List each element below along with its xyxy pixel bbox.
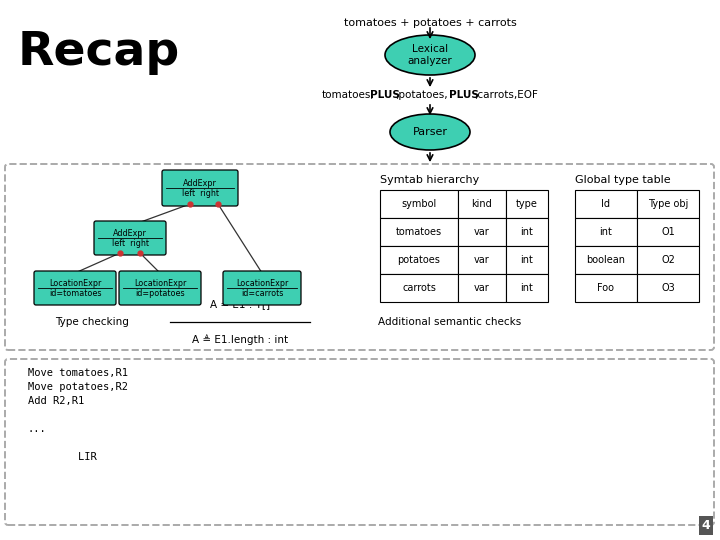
Bar xyxy=(458,246,506,274)
Text: id=tomatoes: id=tomatoes xyxy=(49,288,102,298)
FancyBboxPatch shape xyxy=(162,170,238,206)
Text: int: int xyxy=(521,255,534,265)
Bar xyxy=(458,190,506,218)
Bar xyxy=(380,218,458,246)
Bar xyxy=(506,246,548,274)
Text: carrots: carrots xyxy=(402,283,436,293)
Text: boolean: boolean xyxy=(587,255,626,265)
Text: tomatoes: tomatoes xyxy=(396,227,442,237)
Text: tomatoes + potatoes + carrots: tomatoes + potatoes + carrots xyxy=(343,18,516,28)
Text: kind: kind xyxy=(472,199,492,209)
Bar xyxy=(637,246,699,274)
Text: symbol: symbol xyxy=(401,199,436,209)
Bar xyxy=(637,274,699,302)
Text: LocationExpr: LocationExpr xyxy=(134,280,186,288)
Text: O1: O1 xyxy=(661,227,675,237)
Text: var: var xyxy=(474,255,490,265)
Bar xyxy=(506,274,548,302)
Text: LocationExpr: LocationExpr xyxy=(49,280,102,288)
Text: var: var xyxy=(474,227,490,237)
Text: A ≜ E1.length : int: A ≜ E1.length : int xyxy=(192,334,288,345)
Bar xyxy=(575,274,637,302)
FancyBboxPatch shape xyxy=(94,221,166,255)
Text: Type obj: Type obj xyxy=(648,199,688,209)
Bar xyxy=(575,218,637,246)
Text: PLUS: PLUS xyxy=(369,90,400,100)
Text: Parser: Parser xyxy=(413,127,448,137)
Bar xyxy=(458,274,506,302)
Text: ,carrots,EOF: ,carrots,EOF xyxy=(474,90,539,100)
Bar xyxy=(575,190,637,218)
FancyBboxPatch shape xyxy=(5,164,714,350)
Bar xyxy=(458,218,506,246)
Text: AddExpr: AddExpr xyxy=(113,230,147,239)
Text: type: type xyxy=(516,199,538,209)
Text: Global type table: Global type table xyxy=(575,175,670,185)
Text: 4: 4 xyxy=(701,519,710,532)
Text: AddExpr: AddExpr xyxy=(183,179,217,188)
Text: potatoes: potatoes xyxy=(397,255,441,265)
Ellipse shape xyxy=(385,35,475,75)
Bar xyxy=(380,190,458,218)
Bar xyxy=(380,246,458,274)
FancyBboxPatch shape xyxy=(119,271,201,305)
Text: left  right: left right xyxy=(112,239,148,247)
Text: id=carrots: id=carrots xyxy=(240,288,283,298)
FancyBboxPatch shape xyxy=(34,271,116,305)
Bar xyxy=(575,246,637,274)
Text: ,potatoes,: ,potatoes, xyxy=(395,90,448,100)
Text: int: int xyxy=(600,227,613,237)
Text: Type checking: Type checking xyxy=(55,317,129,327)
Text: Additional semantic checks: Additional semantic checks xyxy=(379,317,521,327)
Text: O3: O3 xyxy=(661,283,675,293)
Text: LocationExpr: LocationExpr xyxy=(236,280,288,288)
Text: O2: O2 xyxy=(661,255,675,265)
Text: id=potatoes: id=potatoes xyxy=(135,288,185,298)
Text: A ≜ E1 : T[]: A ≜ E1 : T[] xyxy=(210,299,270,310)
Text: PLUS: PLUS xyxy=(449,90,478,100)
Text: Recap: Recap xyxy=(18,30,180,75)
Text: Lexical
analyzer: Lexical analyzer xyxy=(408,44,452,66)
Bar xyxy=(506,190,548,218)
Text: tomatoes,: tomatoes, xyxy=(322,90,374,100)
Bar xyxy=(506,218,548,246)
Text: Foo: Foo xyxy=(598,283,614,293)
Text: int: int xyxy=(521,227,534,237)
FancyBboxPatch shape xyxy=(223,271,301,305)
Text: Id: Id xyxy=(601,199,611,209)
Text: Symtab hierarchy: Symtab hierarchy xyxy=(380,175,480,185)
Text: left  right: left right xyxy=(181,188,218,198)
Ellipse shape xyxy=(390,114,470,150)
Bar xyxy=(637,218,699,246)
FancyBboxPatch shape xyxy=(5,359,714,525)
Bar xyxy=(380,274,458,302)
Bar xyxy=(637,190,699,218)
Text: int: int xyxy=(521,283,534,293)
Text: Move tomatoes,R1
Move potatoes,R2
Add R2,R1

...

        LIR: Move tomatoes,R1 Move potatoes,R2 Add R2… xyxy=(28,368,128,462)
Text: var: var xyxy=(474,283,490,293)
